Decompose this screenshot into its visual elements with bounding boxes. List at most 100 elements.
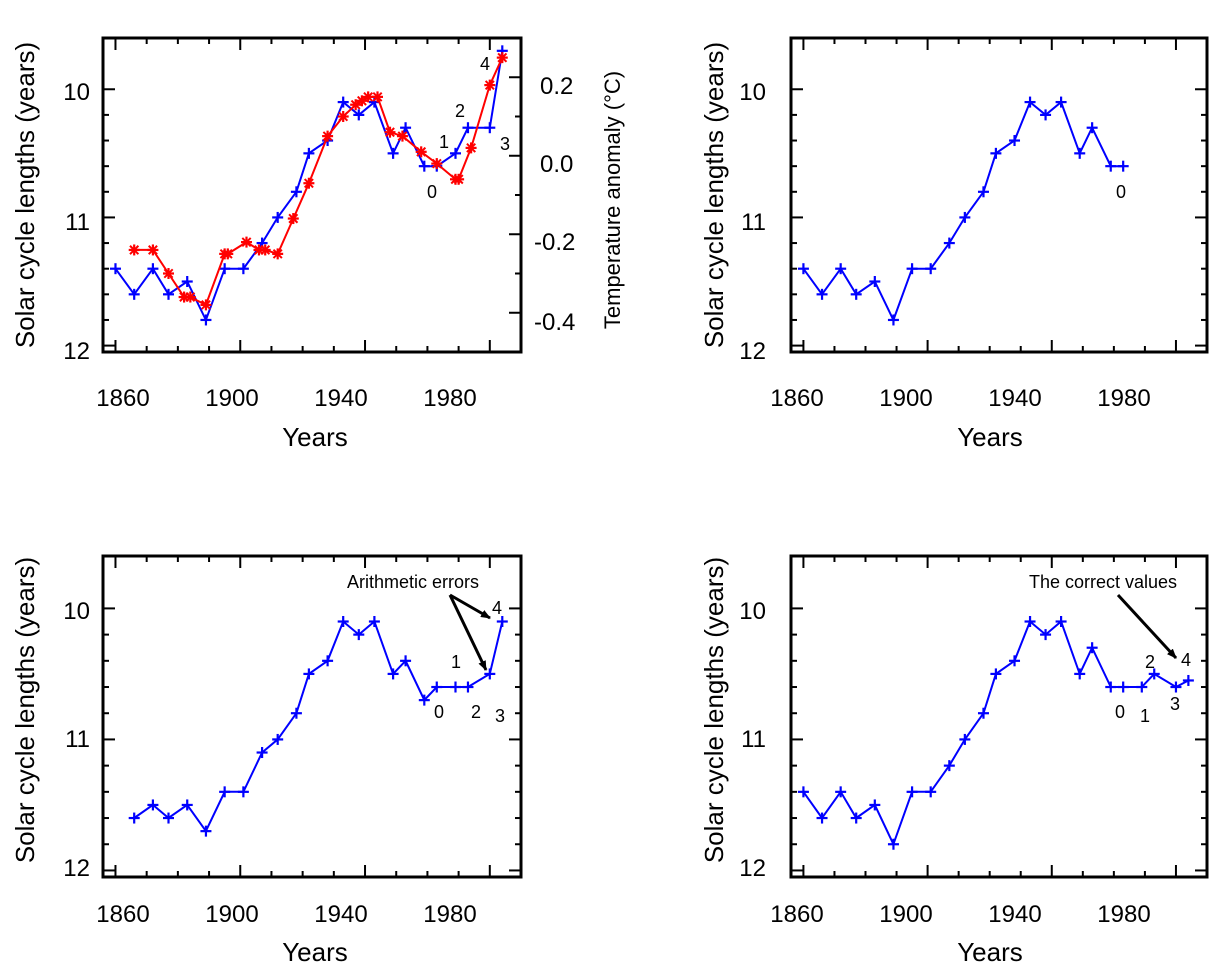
solar-point-1872 bbox=[835, 263, 847, 275]
temperature-point-1963 bbox=[431, 158, 443, 170]
xtick-1940: 1940 bbox=[314, 901, 367, 928]
solar-point-1918 bbox=[290, 707, 302, 719]
solar-point-1963 bbox=[1117, 160, 1129, 172]
solar-point-1938 bbox=[353, 109, 365, 121]
annotation-label-3: 3 bbox=[1170, 694, 1180, 714]
xtick-1940: 1940 bbox=[988, 901, 1041, 928]
xtick-1900: 1900 bbox=[205, 385, 258, 412]
x-tick-marks-bottom-left bbox=[114, 556, 491, 877]
solar-point-1953 bbox=[400, 655, 412, 667]
solar-point-1969 bbox=[1136, 681, 1148, 693]
annotation-label-0: 0 bbox=[1116, 182, 1126, 202]
panel-top-left-xticks: 1860 1900 1940 1980 bbox=[96, 385, 476, 412]
solar-point-1877 bbox=[850, 288, 862, 300]
annotation-label-1: 1 bbox=[1140, 706, 1150, 726]
temperature-series-top-left bbox=[128, 52, 508, 311]
temperature-point-1866 bbox=[128, 244, 140, 256]
correct-values-label: The correct values bbox=[1029, 572, 1177, 592]
temperature-point-1944 bbox=[372, 91, 384, 103]
xtick-1860: 1860 bbox=[770, 901, 823, 928]
solar-point-1922 bbox=[303, 147, 315, 159]
solar-point-1933 bbox=[1024, 96, 1036, 108]
temperature-point-1970 bbox=[453, 173, 465, 185]
solar-point-1901 bbox=[925, 263, 937, 275]
ytick-11: 11 bbox=[65, 209, 90, 236]
ytick-11: 11 bbox=[741, 726, 766, 753]
panel-top-left-ylabel: Solar cycle lengths (years) bbox=[10, 42, 40, 348]
solar-line-top-right bbox=[802, 100, 1124, 323]
annotation-label-0: 0 bbox=[1115, 702, 1125, 722]
annotation-label-1: 1 bbox=[451, 652, 461, 672]
solar-point-1938 bbox=[1040, 109, 1052, 121]
solar-point-1918 bbox=[977, 707, 989, 719]
solar-point-1860 bbox=[797, 786, 809, 798]
ytick-12: 12 bbox=[739, 855, 766, 882]
solar-point-1912 bbox=[272, 211, 284, 223]
solar-point-1866 bbox=[816, 288, 828, 300]
annotation-label-2: 2 bbox=[471, 702, 481, 722]
xtick-1860: 1860 bbox=[96, 385, 149, 412]
annotation-label-4: 4 bbox=[480, 54, 490, 74]
solar-point-1943 bbox=[1055, 96, 1067, 108]
panel-top-left-y2ticks: -0.4 -0.2 0.0 0.2 bbox=[534, 73, 575, 336]
xtick-1980: 1980 bbox=[423, 901, 476, 928]
panel-bottom-right: Years Solar cycle lengths (years) 1860 1… bbox=[699, 554, 1209, 967]
annotation-label-0: 0 bbox=[427, 182, 437, 202]
temperature-point-1917 bbox=[287, 213, 299, 225]
solar-point-1872 bbox=[147, 263, 159, 275]
temperature-point-1884 bbox=[184, 291, 196, 303]
solar-point-1922 bbox=[990, 668, 1002, 680]
ytick-11: 11 bbox=[741, 209, 766, 236]
solar-point-1959 bbox=[418, 160, 430, 172]
solar-point-1938 bbox=[1040, 629, 1052, 641]
annotation-label-2: 2 bbox=[455, 101, 465, 121]
xtick-1940: 1940 bbox=[314, 385, 367, 412]
panel-bottom-left-yticks: 10 11 12 bbox=[63, 598, 90, 882]
panel-bottom-right-yticks: 10 11 12 bbox=[739, 598, 766, 882]
y-tick-marks-top-right bbox=[791, 88, 1207, 347]
ytick-10: 10 bbox=[739, 598, 766, 625]
annotation-label-3: 3 bbox=[495, 706, 505, 726]
solar-point-1866 bbox=[128, 288, 140, 300]
y2tick-minus-0-4: -0.4 bbox=[534, 309, 575, 336]
y-tick-marks-bottom-left bbox=[103, 607, 521, 872]
ytick-12: 12 bbox=[739, 338, 766, 365]
temperature-point-1958 bbox=[415, 146, 427, 158]
panel-bottom-right-ylabel: Solar cycle lengths (years) bbox=[699, 557, 729, 863]
x-tick-marks-top-left bbox=[114, 38, 491, 352]
annotation-label-4: 4 bbox=[1181, 650, 1191, 670]
panel-bottom-right-annotations: The correct values 0 1 2 3 4 bbox=[1029, 572, 1191, 726]
solar-point-1959 bbox=[418, 694, 430, 706]
solar-point-1877 bbox=[850, 812, 862, 824]
panel-top-right-annotations: 0 bbox=[1116, 182, 1126, 202]
solar-point-1980 bbox=[484, 668, 496, 680]
solar-point-1928 bbox=[1009, 655, 1021, 667]
temperature-point-1933 bbox=[337, 111, 349, 122]
solar-point-1901 bbox=[237, 263, 249, 275]
solar-point-1877 bbox=[163, 288, 175, 300]
solar-point-1984 bbox=[1182, 674, 1194, 686]
plot-frame-bottom-left bbox=[101, 554, 523, 879]
panel-top-left-xlabel: Years bbox=[282, 422, 348, 452]
solar-point-1969 bbox=[449, 147, 461, 159]
x-tick-marks-top-right bbox=[802, 38, 1177, 352]
panel-top-left: Years Solar cycle lengths (years) Temper… bbox=[10, 36, 625, 452]
panel-bottom-right-xlabel: Years bbox=[957, 937, 1023, 967]
xtick-1940: 1940 bbox=[988, 385, 1041, 412]
solar-point-1953 bbox=[400, 122, 412, 134]
solar-point-1895 bbox=[219, 786, 231, 798]
plot-area-top-left bbox=[101, 36, 523, 354]
panel-top-right: Years Solar cycle lengths (years) 1860 1… bbox=[699, 36, 1209, 452]
annotation-label-4: 4 bbox=[492, 598, 502, 618]
y2tick-0-0: 0.0 bbox=[540, 151, 573, 178]
solar-point-1877 bbox=[163, 812, 175, 824]
arithmetic-errors-arrow-to-3 bbox=[448, 594, 488, 671]
panel-top-right-yticks: 10 11 12 bbox=[739, 79, 766, 365]
xtick-1900: 1900 bbox=[879, 901, 932, 928]
temperature-point-1922 bbox=[303, 177, 315, 189]
solar-point-1918 bbox=[290, 186, 302, 198]
plot-area-bottom-left bbox=[101, 554, 523, 879]
solar-point-1912 bbox=[959, 211, 971, 223]
solar-point-1901 bbox=[925, 786, 937, 798]
